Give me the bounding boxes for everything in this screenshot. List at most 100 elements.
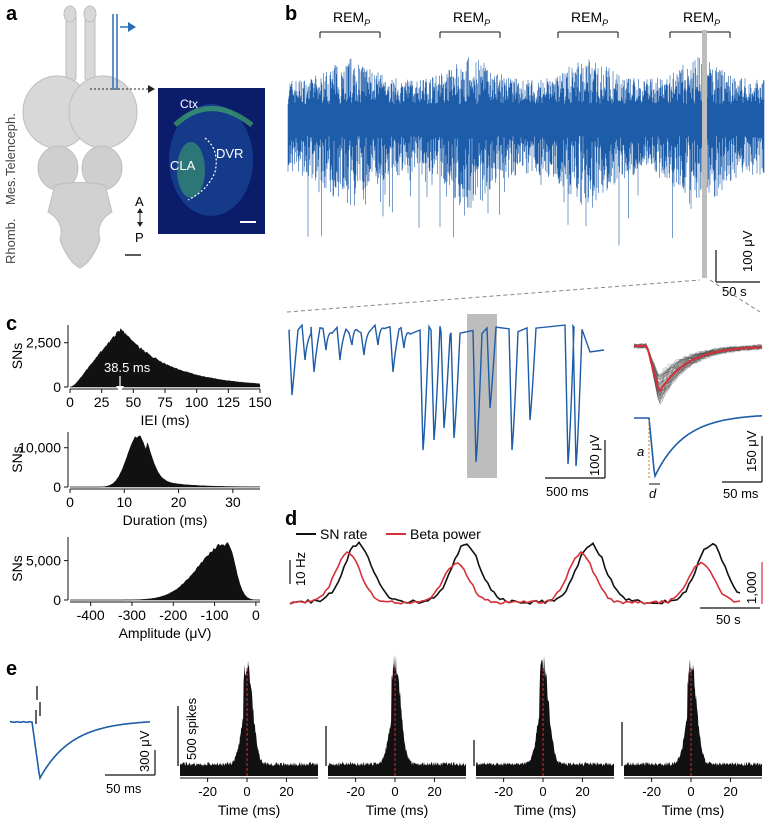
olfactory-bulb-left [63,5,77,23]
psth-x-tick-label: 20 [723,784,737,799]
scale-overlay-amp: 150 μV [744,430,759,472]
x-tick-label: 0 [66,494,74,510]
psth-x-label: Time (ms) [366,802,428,818]
psth-x-label: Time (ms) [662,802,724,818]
label-mes: Mes. [3,177,18,205]
label-a-amplitude: a [637,444,644,459]
iei-median-annotation: 38.5 ms [104,360,151,375]
scale-power-label: 1,000 [744,571,759,604]
y-tick-label: 0 [53,479,61,495]
label-cla: CLA [170,158,196,173]
rem-label-3: REMP [571,9,608,28]
psth-x-tick-label: -20 [346,784,365,799]
legend-sn-rate: SN rate [320,526,368,542]
x-axis-label: Amplitude (μV) [119,625,212,641]
zoom-line-right [709,279,761,313]
x-tick-label: -300 [118,607,146,623]
x-tick-label: 125 [217,394,241,410]
x-axis-label: Duration (ms) [123,512,208,528]
panel-label-c: c [6,313,17,335]
hemisphere-right [68,75,138,149]
x-tick-label: 20 [171,494,187,510]
y-tick-label: 0 [53,379,61,395]
x-axis-label: IEI (ms) [141,412,190,428]
psth-x-tick-label: 0 [687,784,694,799]
y-axis-label: SNs [9,446,25,472]
rem-label-1: REMP [333,9,370,28]
psth-ylabel: 500 spikes [184,697,199,760]
zoom-highlight-bar [702,30,707,278]
histogram-bars [70,435,261,488]
psth-x-label: Time (ms) [514,802,576,818]
scale-top-amp: 100 μV [740,230,755,272]
x-tick-label: 30 [225,494,241,510]
spike-triggered-lfp [9,720,150,781]
hindbrain [47,182,113,269]
psth-x-label: Time (ms) [218,802,280,818]
scale-zoom-time: 500 ms [546,484,589,499]
y-axis-label: SNs [9,343,25,369]
histogram-iei: 0 25 50 75 100 125 150 0 2,500 IEI (ms) SNs [9,325,272,428]
histogram-amplitude: -400 -300 -200 -100 0 0 5,000 Amplitude (μV) SNs [9,537,260,641]
y-axis-label: SNs [9,555,25,581]
panel-label-e: e [6,658,17,680]
zoom-line-left [286,279,701,313]
panel-label-b: b [285,3,297,25]
axis-anterior: A [135,194,144,209]
olfactory-tract-left [65,11,77,83]
rem-label-4: REMP [683,9,720,28]
x-tick-label: 0 [66,394,74,410]
scale-e-time-label: 50 ms [106,781,142,796]
axis-posterior: P [135,230,144,245]
dvr-boundary [187,137,217,201]
lfp-trace-zoom [288,323,605,467]
label-telenceph: Telenceph. [3,113,18,176]
label-dvr: DVR [216,146,243,161]
psth-x-tick-label: 20 [279,784,293,799]
x-tick-label: 0 [252,607,260,623]
psth-x-tick-label: -20 [198,784,217,799]
psth-x-tick-label: -20 [642,784,661,799]
psth-x-tick-label: -20 [494,784,513,799]
lfp-trace-long [287,57,765,246]
label-d-duration: d [649,486,657,501]
panel-c: 0 25 50 75 100 125 150 0 2,500 IEI (ms) SNs 0 10 20 3… [9,325,272,641]
label-rhomb: Rhomb. [3,218,18,264]
x-tick-label: 150 [248,394,272,410]
psth-bars-1 [180,660,318,776]
rem-period-labels: REMP REMP REMP REMP [319,9,731,38]
average-sharp-wave [634,415,762,479]
histogram-bars [70,542,260,601]
panel-label-a: a [6,3,18,25]
histogram-bars [69,327,261,388]
x-tick-label: -100 [201,607,229,623]
panel-b: REMP REMP REMP REMP 100 μV 50 s 100 μV 500 … [286,9,765,501]
rem-label-2: REMP [453,9,490,28]
x-tick-label: 100 [185,394,209,410]
scale-d-time-label: 50 s [716,612,741,627]
x-tick-label: 25 [94,394,110,410]
sharp-wave-overlay [633,342,763,405]
panel-label-d: d [285,508,297,530]
beta-power-line [289,550,741,605]
legend-beta-power: Beta power [410,526,481,542]
scale-top-time: 50 s [722,284,747,299]
y-tick-label: 2,500 [26,335,61,351]
y-tick-label: 0 [53,592,61,608]
x-tick-label: 50 [126,394,142,410]
x-tick-label: -400 [77,607,105,623]
psth-x-tick-label: 0 [391,784,398,799]
olfactory-bulb-right [83,5,97,23]
histogram-duration: 0 10 20 30 0 10,000 Duration (ms) SNs [9,432,261,528]
label-ctx: Ctx [180,97,198,111]
psth-bars-2 [328,654,466,776]
y-tick-label: 5,000 [26,553,61,569]
scale-hz-label: 10 Hz [293,552,308,586]
brain-section-image: Ctx CLA DVR [158,88,265,234]
psth-x-tick-label: 0 [539,784,546,799]
x-tick-label: 10 [116,494,132,510]
lfp-trace-path [287,57,765,246]
